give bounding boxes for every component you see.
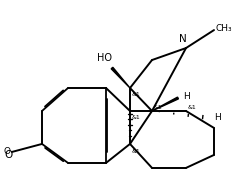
Text: CH₃: CH₃ [216, 24, 233, 33]
Text: &1: &1 [187, 105, 196, 110]
Text: &1: &1 [153, 105, 162, 110]
Text: O: O [4, 148, 11, 156]
Text: &1: &1 [131, 115, 140, 120]
Text: O: O [4, 150, 12, 160]
Text: H: H [183, 92, 190, 102]
Polygon shape [152, 97, 178, 111]
Polygon shape [111, 67, 130, 88]
Text: &1: &1 [131, 149, 140, 154]
Text: &1: &1 [131, 92, 140, 97]
Text: N: N [179, 34, 187, 44]
Text: H: H [214, 113, 221, 123]
Text: HO: HO [97, 53, 111, 63]
